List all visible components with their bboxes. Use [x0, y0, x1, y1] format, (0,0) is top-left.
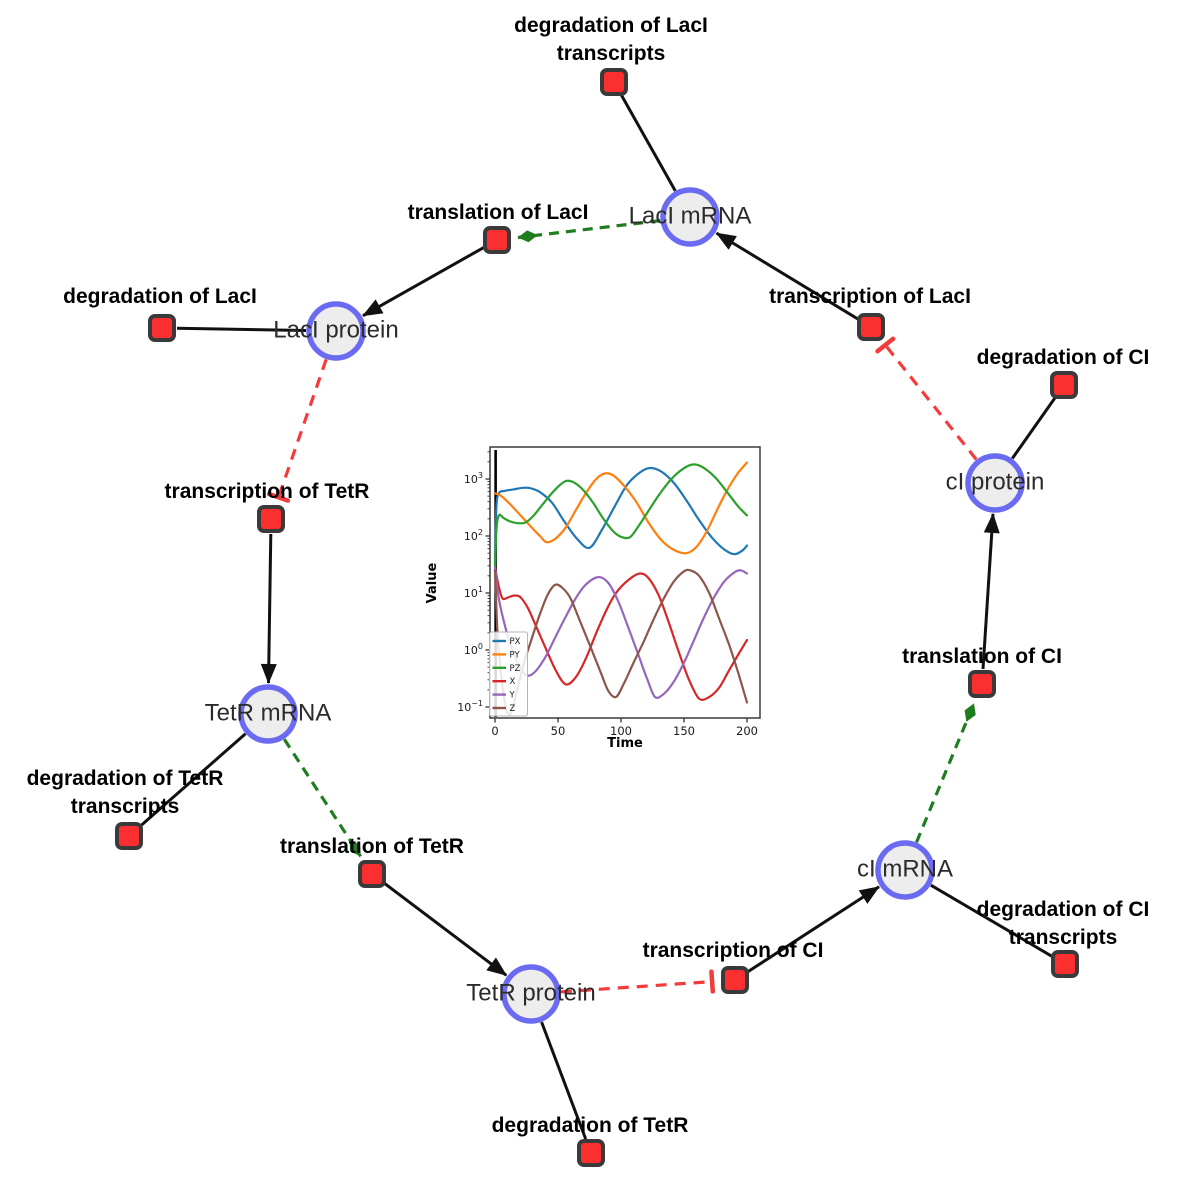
species-node-ci_protein	[965, 453, 1025, 513]
legend-label-X: X	[510, 677, 516, 687]
legend-label-PZ: PZ	[510, 664, 521, 674]
chart-curve-PZ	[493, 463, 749, 572]
y-tick-label: 101	[464, 585, 483, 600]
x-tick-label: 200	[736, 724, 758, 738]
edge-laci_mrna-deg_laci_tx	[620, 94, 677, 192]
legend-label-Z: Z	[510, 704, 516, 714]
reaction-node-txn_ci	[721, 966, 749, 994]
species-node-tetr_protein	[501, 964, 561, 1024]
edge-transl_ci-ci_protein	[981, 512, 1000, 670]
x-tick-label: 150	[673, 724, 695, 738]
network-nodes	[115, 68, 1079, 1167]
legend-label-Y: Y	[509, 691, 516, 701]
y-tick-label: 100	[464, 642, 483, 657]
species-node-laci_protein	[306, 301, 366, 361]
reaction-node-txn_tetr	[257, 505, 285, 533]
chart-y-axis-label: Value	[425, 562, 440, 603]
legend-label-PX: PX	[510, 637, 521, 647]
chart-curve-PY	[493, 461, 749, 555]
y-tick-label: 102	[464, 528, 483, 543]
inset-chart: 0 50 100 150 20010−1100101102103TimeValuePXP…	[424, 432, 780, 758]
species-node-tetr_mrna	[238, 684, 298, 744]
reaction-node-deg_tetr	[577, 1139, 605, 1167]
chart-x-axis-label: Time	[607, 736, 643, 751]
reaction-node-deg_tetr_tx	[115, 822, 143, 850]
chart-curve-PX	[493, 466, 749, 567]
reaction-node-transl_ci	[968, 670, 996, 698]
chart-legend: PX PY PZ XYZ	[489, 631, 528, 717]
reaction-node-txn_laci	[857, 313, 885, 341]
x-tick-label: 0	[491, 724, 498, 738]
edge-tetr_mrna-transl_tetr	[282, 738, 362, 858]
edge-txn_tetr-tetr_mrna	[260, 533, 277, 684]
chart-curve-X	[493, 566, 749, 701]
x-tick-label: 100	[610, 724, 632, 738]
reaction-node-deg_ci	[1050, 371, 1078, 399]
edge-tetr_mrna-deg_tetr_tx	[139, 732, 247, 828]
reaction-node-deg_laci_tx	[600, 68, 628, 96]
y-tick-label: 103	[464, 471, 483, 486]
edge-transl_laci-laci_protein	[362, 246, 485, 318]
chart-legend-box	[489, 631, 528, 717]
species-node-laci_mrna	[660, 187, 720, 247]
edge-tetr_protein-txn_ci	[560, 982, 712, 992]
edge-txn_ci-ci_mrna	[746, 885, 880, 974]
edge-ci_mrna-transl_ci	[915, 702, 976, 843]
edge-laci_mrna-transl_laci	[517, 219, 661, 243]
reaction-node-deg_laci	[148, 314, 176, 342]
legend-label-PY: PY	[510, 650, 521, 660]
reaction-node-transl_tetr	[358, 860, 386, 888]
edge-ci_mrna-deg_ci_tx	[930, 883, 1053, 958]
edge-transl_tetr-tetr_protein	[383, 881, 508, 977]
reaction-node-deg_ci_tx	[1051, 950, 1079, 978]
edge-ci_protein-txn_laci	[885, 345, 978, 461]
network-edges	[139, 94, 1057, 1140]
species-node-ci_mrna	[875, 840, 935, 900]
edge-txn_laci-laci_mrna	[715, 231, 859, 321]
edge-laci_protein-txn_tetr	[279, 358, 328, 497]
reaction-node-transl_laci	[483, 226, 511, 254]
edge-tetr_protein-deg_tetr	[540, 1021, 588, 1140]
edge-ci_protein-deg_ci	[1011, 396, 1057, 460]
edge-laci_protein-deg_laci	[176, 326, 307, 332]
x-tick-label: 50	[551, 724, 566, 738]
y-tick-label: 10−1	[457, 699, 483, 714]
